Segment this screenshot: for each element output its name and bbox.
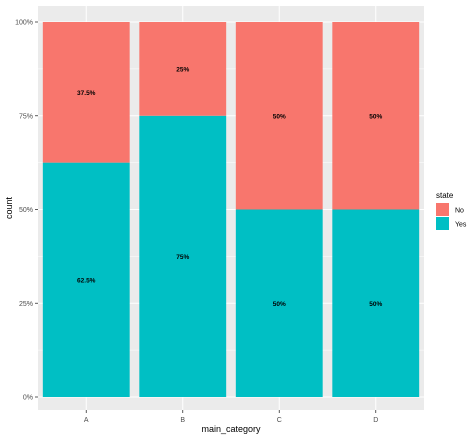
- legend-items: No Yes: [436, 203, 467, 230]
- bar-label: 50%: [273, 113, 286, 120]
- bar-label: 75%: [176, 254, 189, 261]
- y-tick-label: 50%: [19, 207, 33, 214]
- x-axis-title: main_category: [201, 424, 261, 434]
- y-tick-label: 100%: [15, 20, 33, 27]
- x-axis: A B C D: [84, 410, 378, 424]
- bar-label: 25%: [176, 66, 189, 73]
- y-tick-label: 25%: [19, 301, 33, 308]
- x-tick-label: B: [180, 417, 185, 424]
- y-tick-label: 75%: [19, 113, 33, 120]
- x-tick-label: D: [373, 417, 378, 424]
- bar-yes-b: [139, 115, 227, 397]
- x-tick-label: C: [277, 417, 282, 424]
- bar-no-a: [42, 22, 130, 163]
- bar-label: 50%: [369, 113, 382, 120]
- bar-label: 50%: [273, 301, 286, 308]
- y-tick-label: 0%: [23, 395, 33, 402]
- bar-yes-c: [235, 209, 323, 397]
- y-axis-title: count: [4, 196, 14, 219]
- legend-key-yes: [436, 217, 449, 230]
- bar-yes-a: [42, 162, 130, 397]
- bar-label: 62.5%: [77, 277, 96, 284]
- bar-no-c: [235, 22, 323, 210]
- legend-label: No: [455, 208, 464, 215]
- bar-label: 37.5%: [77, 90, 96, 97]
- bar-yes-d: [332, 209, 420, 397]
- legend-key-no: [436, 203, 449, 216]
- bar-no-b: [139, 22, 227, 116]
- x-tick-label: A: [84, 417, 89, 424]
- bar-no-d: [332, 22, 420, 210]
- legend-label: Yes: [455, 222, 467, 229]
- legend-title: state: [436, 191, 454, 200]
- bar-label: 50%: [369, 301, 382, 308]
- y-axis: 0% 25% 50% 75% 100%: [15, 20, 38, 402]
- legend: state No Yes: [436, 191, 467, 230]
- bar-labels: 62.5% 37.5% 75% 25% 50% 50% 50% 50%: [77, 66, 382, 307]
- bars: [42, 22, 420, 397]
